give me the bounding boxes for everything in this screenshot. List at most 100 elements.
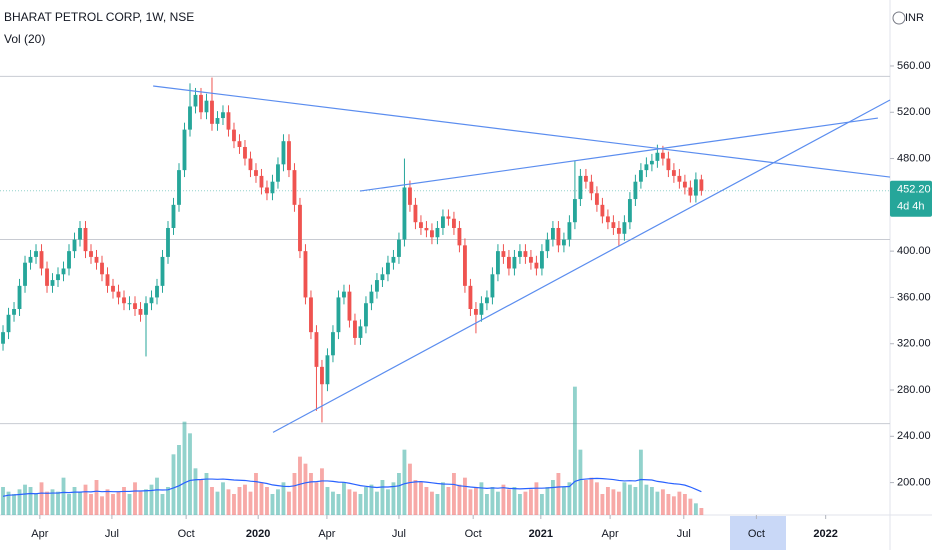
crosshair-time-highlight: [730, 516, 786, 550]
plot-area: [0, 75, 891, 515]
volume-bar: [485, 494, 489, 515]
volume-bar: [660, 489, 665, 515]
volume-bar: [67, 494, 71, 515]
candle-body: [72, 239, 77, 252]
candle-body: [314, 332, 319, 367]
volume-bar: [419, 482, 423, 515]
volume-bar: [287, 491, 291, 515]
volume-bar: [638, 449, 643, 515]
candle-body: [28, 256, 33, 263]
candle-body: [419, 222, 423, 228]
volume-bar: [556, 473, 561, 515]
candle-body: [474, 309, 478, 315]
candle-body: [6, 314, 11, 333]
candle-body: [353, 320, 357, 338]
candle-body: [501, 251, 506, 257]
volume-bar: [171, 454, 176, 515]
volume-bar: [89, 494, 93, 515]
volume-bar: [507, 489, 511, 515]
volume-bar: [501, 484, 506, 515]
volume-bar: [199, 480, 203, 515]
candle-body: [265, 187, 269, 194]
candle-body: [248, 158, 253, 171]
volume-bar: [259, 482, 264, 515]
candle-body: [78, 227, 82, 240]
volume-bar: [61, 477, 66, 515]
candle-body: [259, 175, 264, 188]
last-price-label: 452.20: [897, 184, 931, 196]
candle-body: [331, 332, 335, 356]
volume-bar: [56, 491, 60, 515]
candle-body: [605, 216, 610, 223]
volume-bar: [633, 487, 638, 515]
volume-bar: [347, 489, 352, 515]
volume-bar: [23, 484, 27, 515]
volume-bar: [463, 477, 467, 515]
candle-body: [391, 256, 396, 263]
candle-body: [638, 170, 643, 182]
volume-bar: [402, 449, 407, 515]
candle-body: [23, 262, 27, 286]
candle-body: [397, 239, 401, 257]
volume-bar: [281, 482, 286, 515]
candle-body: [193, 94, 198, 107]
volume-bar: [237, 487, 242, 515]
x-tick-label: Oct: [465, 528, 482, 540]
volume-bar: [105, 489, 110, 515]
x-tick-label: Jul: [105, 528, 119, 540]
candle-body: [380, 274, 385, 281]
candle-body: [616, 227, 621, 234]
volume-bar: [314, 482, 319, 515]
volume-bar: [583, 480, 588, 515]
volume-bar: [160, 494, 165, 515]
volume-bar: [116, 491, 121, 515]
candle-body: [688, 187, 693, 196]
volume-bar: [45, 491, 49, 515]
volume-bar: [496, 491, 500, 515]
volume-bar: [276, 489, 280, 515]
candle-body: [127, 303, 132, 305]
candle-body: [210, 100, 214, 124]
volume-bar: [528, 489, 533, 515]
volume-bar: [457, 484, 462, 515]
candle-body: [336, 297, 341, 333]
volume-bar: [243, 484, 247, 515]
candle-body: [578, 175, 583, 200]
volume-bar: [452, 473, 456, 515]
candle-body: [441, 216, 445, 228]
candle-body: [89, 251, 93, 257]
volume-bar: [303, 463, 308, 515]
y-tick-label: 200.00: [897, 477, 931, 489]
candle-body: [111, 285, 115, 292]
volume-bar: [248, 491, 253, 515]
volume-bar: [78, 491, 82, 515]
volume-bar: [578, 449, 583, 515]
volume-bar: [226, 489, 231, 515]
candle-body: [611, 222, 616, 228]
candle-body: [298, 204, 302, 252]
candle-body: [369, 291, 374, 304]
x-tick-label: Jul: [677, 528, 691, 540]
candle-body: [435, 227, 440, 238]
candle-body: [457, 227, 462, 246]
volume-bar: [474, 487, 478, 515]
x-tick-label: 2020: [246, 528, 270, 540]
candle-body: [364, 303, 368, 327]
volume-bar: [446, 487, 451, 515]
volume-bar: [523, 491, 528, 515]
volume-bar: [111, 494, 115, 515]
volume-bar: [127, 494, 132, 515]
volume-bar: [94, 480, 99, 515]
candle-body: [56, 274, 60, 281]
candle-body: [583, 175, 588, 182]
candle-body: [512, 256, 517, 269]
volume-bar: [512, 487, 517, 515]
candle-body: [50, 280, 55, 286]
candle-body: [276, 164, 280, 182]
candle-body: [490, 274, 495, 298]
candle-body: [237, 141, 242, 147]
candle-body: [160, 256, 165, 286]
candle-body: [171, 204, 176, 228]
candle-body: [655, 152, 660, 161]
